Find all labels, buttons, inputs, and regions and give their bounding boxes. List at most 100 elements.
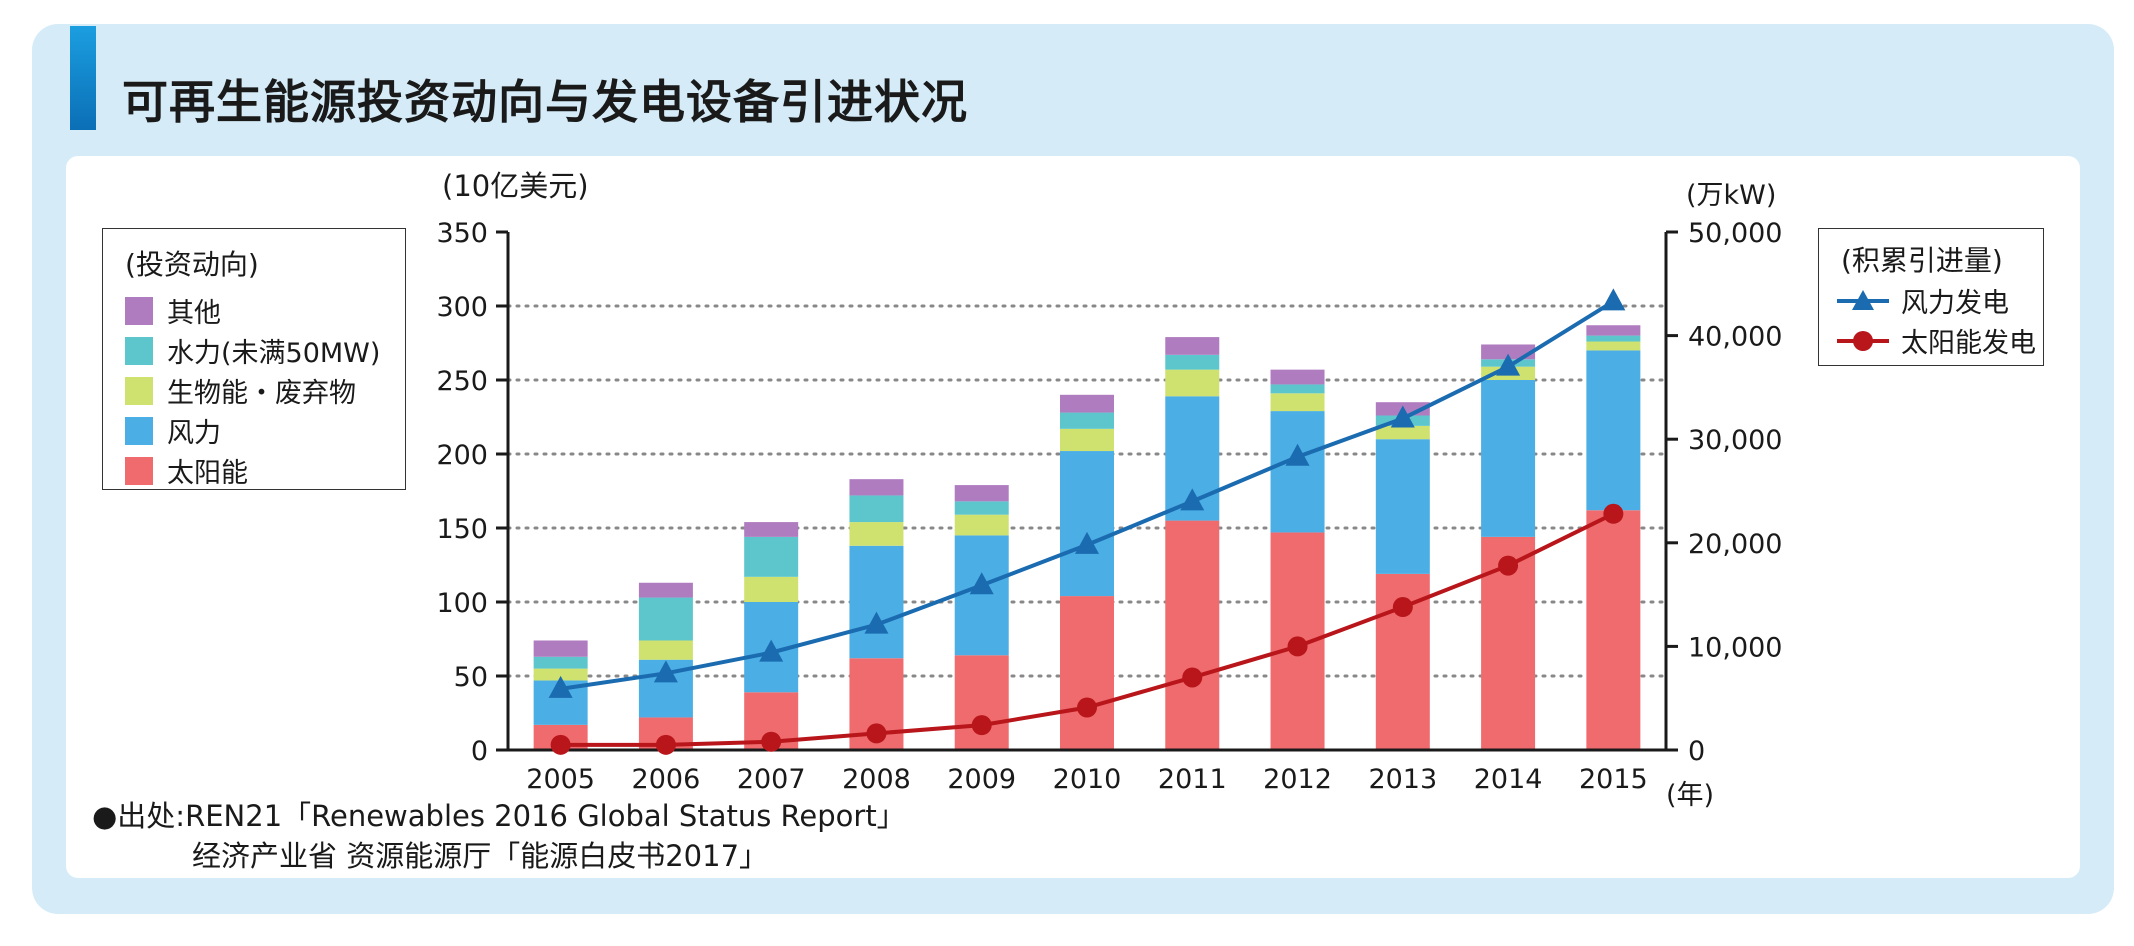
bar-segment xyxy=(954,535,1009,656)
installed-legend-title: (积累引进量) xyxy=(1841,244,2003,277)
legend-item-wind-power: 风力发电 xyxy=(1835,281,2009,320)
left-tick-label: 350 xyxy=(436,218,488,249)
bar-segment xyxy=(954,655,1009,750)
bar-segment xyxy=(1060,394,1114,413)
bar-segment xyxy=(954,514,1009,536)
triangle-marker xyxy=(1601,288,1626,311)
bar-segment xyxy=(638,640,693,660)
bar-segment xyxy=(744,576,799,602)
bar-segment xyxy=(1481,380,1536,537)
bar-segment xyxy=(849,479,904,496)
circle-marker xyxy=(1392,597,1413,618)
legend-item-solar: 太阳能 xyxy=(125,451,248,490)
right-tick-label: 0 xyxy=(1688,736,1705,767)
x-tick-label: 2009 xyxy=(947,764,1016,795)
x-axis-unit: (年) xyxy=(1666,780,1714,811)
bar-segment xyxy=(1060,428,1114,452)
bar-segment xyxy=(954,501,1009,515)
circle-marker xyxy=(761,731,782,752)
source-line-2: 经济产业省 资源能源厅「能源白皮书2017」 xyxy=(192,839,769,873)
bar-segment xyxy=(1060,412,1114,429)
triangle-marker xyxy=(1285,443,1310,466)
solar-swatch xyxy=(125,456,153,485)
triangle-marker xyxy=(548,675,573,698)
hydro-swatch xyxy=(125,336,153,365)
x-tick-label: 2012 xyxy=(1263,764,1332,795)
legend-label: 太阳能 xyxy=(167,458,248,489)
left-tick-label: 50 xyxy=(454,662,488,693)
legend-item-other: 其他 xyxy=(125,291,221,330)
investment-legend-title: (投资动向) xyxy=(125,248,259,281)
bar-segment xyxy=(849,522,904,546)
bar-segment xyxy=(1375,439,1430,574)
bar-segment xyxy=(533,656,588,669)
chart-title: 可再生能源投资动向与发电设备引进状况 xyxy=(122,75,968,129)
wind-swatch xyxy=(125,416,153,445)
triangle-marker xyxy=(1496,353,1521,376)
source-note: ●出处:REN21「Renewables 2016 Global Status … xyxy=(92,796,906,876)
bar-segment xyxy=(1060,596,1114,750)
bar-segment xyxy=(638,582,693,598)
circle-marker xyxy=(866,723,887,744)
triangle-marker xyxy=(653,660,678,683)
bar-segment xyxy=(849,495,904,523)
legend-label: 风力发电 xyxy=(1901,288,2009,319)
triangle-line-icon xyxy=(1837,289,1889,310)
right-tick-label: 30,000 xyxy=(1688,425,1782,456)
bar-segment xyxy=(1165,337,1220,355)
bar-segment xyxy=(1586,341,1641,351)
bar-segment xyxy=(1270,393,1325,412)
legend-item-hydro: 水力(未满50MW) xyxy=(125,331,380,370)
bar-segment xyxy=(638,597,693,641)
x-tick-label: 2014 xyxy=(1474,764,1543,795)
bar-segment xyxy=(1586,350,1641,511)
triangle-marker xyxy=(1075,531,1099,554)
legend-label: 水力(未满50MW) xyxy=(167,338,381,369)
x-tick-label: 2006 xyxy=(632,764,701,795)
title-accent-bar xyxy=(70,26,96,130)
right-tick-label: 20,000 xyxy=(1688,529,1782,560)
left-tick-label: 0 xyxy=(471,736,488,767)
biomass-swatch xyxy=(125,376,153,405)
x-tick-label: 2007 xyxy=(737,764,806,795)
circle-marker xyxy=(1603,503,1624,524)
right-tick-label: 10,000 xyxy=(1688,632,1782,663)
circle-marker xyxy=(550,734,571,755)
legend-label: 生物能・废弃物 xyxy=(167,378,356,409)
left-tick-label: 250 xyxy=(436,366,488,397)
x-tick-label: 2010 xyxy=(1053,764,1122,795)
right-tick-label: 40,000 xyxy=(1688,322,1782,353)
legend-item-biomass: 生物能・废弃物 xyxy=(125,371,356,410)
x-tick-label: 2005 xyxy=(526,764,595,795)
right-tick-label: 50,000 xyxy=(1688,218,1782,249)
bar-segment xyxy=(1165,520,1220,750)
left-tick-label: 100 xyxy=(436,588,488,619)
bar-segment xyxy=(1165,369,1220,397)
circle-line-icon xyxy=(1837,330,1889,351)
circle-marker xyxy=(655,734,676,755)
bar-segment xyxy=(1586,510,1641,750)
left-axis-unit: (10亿美元) xyxy=(442,169,589,203)
bar-segment xyxy=(1270,411,1325,533)
bar-segment xyxy=(1270,384,1325,394)
bar-segment xyxy=(533,640,588,657)
bar-segment xyxy=(1586,335,1641,342)
bar-segment xyxy=(849,545,904,659)
x-tick-label: 2008 xyxy=(842,764,911,795)
circle-marker xyxy=(1182,667,1203,688)
installed-capacity-legend: (积累引进量) 风力发电 太阳能发电 xyxy=(1818,228,2044,366)
legend-label: 风力 xyxy=(167,418,221,449)
bar-segment xyxy=(1165,354,1220,370)
triangle-marker xyxy=(864,611,889,634)
investment-legend: (投资动向) 其他 水力(未满50MW) 生物能・废弃物 风力 太阳能 xyxy=(102,228,406,490)
bar-segment xyxy=(744,522,799,537)
bar-segment xyxy=(1375,425,1430,440)
right-axis-unit: (万kW) xyxy=(1686,180,1776,211)
left-tick-label: 150 xyxy=(436,514,488,545)
circle-marker xyxy=(1077,697,1097,718)
bar-segment xyxy=(1481,344,1536,360)
triangle-marker xyxy=(1390,405,1415,428)
bar-segment xyxy=(1586,325,1641,336)
left-tick-label: 300 xyxy=(436,292,488,323)
